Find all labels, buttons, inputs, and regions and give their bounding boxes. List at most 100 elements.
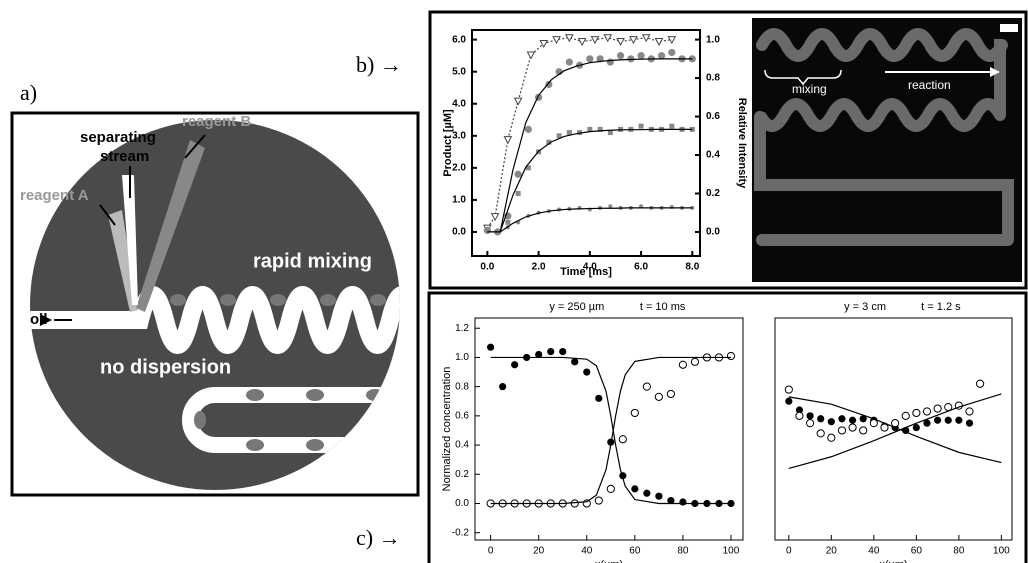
- series-line: [490, 356, 731, 505]
- point: [594, 496, 603, 505]
- point: [545, 80, 553, 89]
- y-tick-label: 5.0: [452, 66, 466, 77]
- panel-label: a): [20, 80, 37, 105]
- plot-frame: [471, 29, 701, 257]
- x-tick-label: 2.0: [532, 262, 546, 273]
- series-line: [487, 58, 693, 233]
- series-line: [788, 396, 1002, 464]
- point: [638, 123, 644, 129]
- separating-stream: [122, 175, 138, 305]
- mixing-channel: [30, 286, 400, 354]
- point: [587, 126, 593, 132]
- x-tick-label: 4.0: [583, 262, 597, 273]
- point: [539, 39, 549, 49]
- point: [582, 499, 591, 508]
- y-tick-label: 2.0: [452, 162, 466, 173]
- y2-tick-label: 1.0: [706, 34, 720, 45]
- point: [619, 472, 627, 480]
- point: [657, 52, 666, 60]
- point: [577, 38, 587, 47]
- y-axis-label: Normalized concentration: [441, 367, 453, 492]
- point: [515, 190, 521, 196]
- point: [526, 51, 536, 60]
- point: [965, 419, 974, 427]
- chart-title: y = 250 µm: [549, 301, 604, 313]
- point: [495, 228, 500, 233]
- x-tick-label: 100: [993, 546, 1010, 557]
- point: [616, 52, 625, 60]
- point: [629, 36, 638, 45]
- point: [726, 351, 736, 361]
- point: [607, 130, 613, 136]
- point: [965, 407, 974, 416]
- x-tick-label: 100: [723, 546, 740, 557]
- point: [597, 126, 603, 132]
- point: [912, 423, 920, 432]
- point: [690, 357, 700, 366]
- point: [817, 415, 825, 423]
- reaction-channel: [182, 387, 400, 453]
- x-tick-label: 80: [953, 546, 965, 557]
- point: [524, 125, 532, 133]
- point: [590, 36, 600, 45]
- plot-frame: [474, 317, 744, 541]
- x-tick-label: 60: [629, 546, 641, 557]
- point: [934, 416, 942, 424]
- point: [654, 392, 663, 401]
- point: [547, 347, 555, 356]
- point: [565, 58, 573, 66]
- y-tick-label: 0.0: [452, 227, 466, 238]
- x-tick-label: 0.0: [480, 262, 494, 273]
- series-line: [487, 128, 693, 233]
- point: [827, 418, 835, 426]
- point: [608, 204, 613, 209]
- point: [976, 379, 985, 388]
- point: [630, 408, 639, 418]
- point: [595, 394, 603, 402]
- chart-subtitle: t = 10 ms: [640, 301, 686, 313]
- point: [816, 429, 825, 438]
- point: [570, 499, 579, 508]
- point: [667, 496, 675, 505]
- y-tick-label: 1.0: [452, 195, 466, 206]
- x-tick-label: 20: [533, 546, 545, 557]
- y2-tick-label: 0.4: [706, 150, 720, 161]
- point: [525, 165, 531, 171]
- point: [880, 423, 889, 432]
- scale-bar: [1000, 24, 1018, 32]
- y-axis-label: Product [µM]: [442, 109, 454, 177]
- point: [487, 343, 495, 351]
- point: [688, 55, 696, 63]
- y-tick-label: 4.0: [452, 98, 466, 109]
- channels: [30, 140, 400, 453]
- point: [955, 416, 963, 424]
- point: [859, 415, 867, 423]
- point: [503, 136, 513, 145]
- point: [559, 347, 567, 356]
- series-line: [788, 393, 1002, 470]
- label: reagent B: [182, 113, 251, 130]
- label: reaction: [908, 78, 951, 92]
- brace: [764, 69, 842, 86]
- point: [933, 404, 942, 413]
- arrow: [990, 67, 1000, 77]
- x-tick-label: 0: [488, 546, 494, 557]
- x-axis-label: Time [ms]: [560, 266, 612, 278]
- point: [637, 52, 645, 60]
- point: [944, 416, 952, 424]
- point: [785, 397, 793, 405]
- point: [690, 205, 695, 210]
- point: [514, 170, 522, 178]
- panel-frame: [427, 291, 1028, 563]
- label: rapid mixing: [253, 250, 372, 272]
- point: [869, 419, 878, 428]
- point: [901, 411, 910, 420]
- point: [654, 38, 664, 47]
- series-line: [490, 356, 731, 505]
- point: [631, 485, 639, 493]
- point: [586, 55, 594, 63]
- point: [784, 385, 793, 394]
- x-tick-label: 6.0: [634, 262, 648, 273]
- label: stream: [100, 148, 149, 165]
- point: [859, 426, 868, 435]
